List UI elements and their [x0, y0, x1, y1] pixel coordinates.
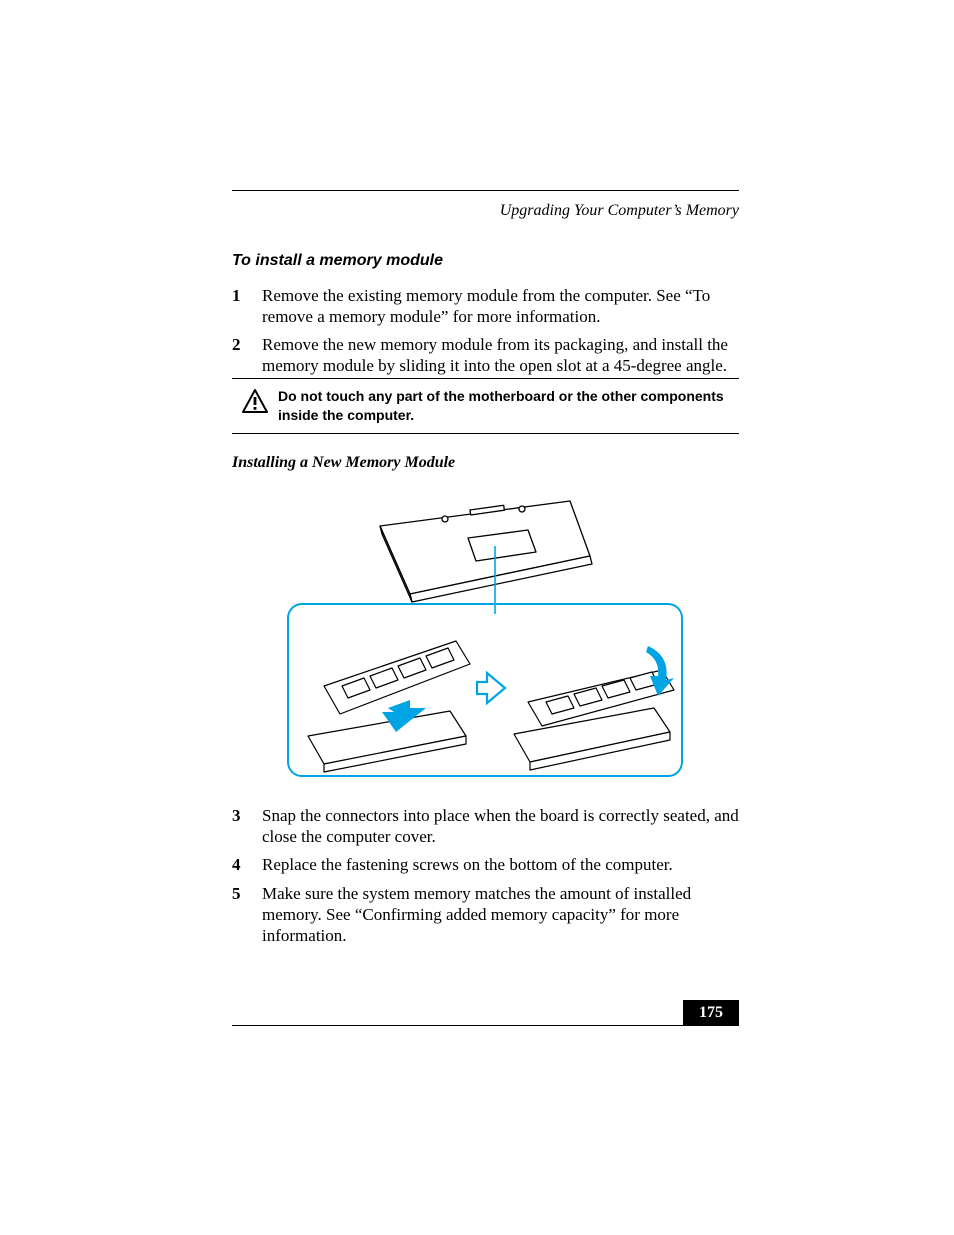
figure-caption: Installing a New Memory Module: [232, 454, 455, 472]
step-text: Remove the existing memory module from t…: [262, 286, 739, 327]
steps-group-2: 3 Snap the connectors into place when th…: [232, 798, 739, 946]
steps-group-1: 1 Remove the existing memory module from…: [232, 278, 739, 377]
step-number: 3: [232, 806, 262, 847]
caution-text: Do not touch any part of the motherboard…: [278, 387, 731, 425]
stage-insert: [308, 641, 470, 772]
laptop-underside-illustration: [380, 501, 592, 614]
manual-page: Upgrading Your Computer’s Memory To inst…: [0, 0, 954, 1235]
top-rule: [232, 190, 739, 191]
step-number: 5: [232, 884, 262, 946]
bottom-rule: [232, 1025, 739, 1026]
section-title: To install a memory module: [232, 252, 443, 270]
step-item: 3 Snap the connectors into place when th…: [232, 806, 739, 847]
step-item: 4 Replace the fastening screws on the bo…: [232, 855, 739, 876]
step-number: 4: [232, 855, 262, 876]
step-item: 2 Remove the new memory module from its …: [232, 335, 739, 376]
running-head: Upgrading Your Computer’s Memory: [500, 202, 739, 220]
step-number: 2: [232, 335, 262, 376]
step-text: Remove the new memory module from its pa…: [262, 335, 739, 376]
step-text: Replace the fastening screws on the bott…: [262, 855, 739, 876]
stage-press-down: [514, 646, 674, 770]
page-number: 175: [683, 1000, 739, 1026]
step-text: Snap the connectors into place when the …: [262, 806, 739, 847]
arrow-right-icon: [477, 673, 505, 703]
warning-icon: [232, 387, 278, 413]
step-item: 1 Remove the existing memory module from…: [232, 286, 739, 327]
memory-install-figure: [270, 486, 700, 786]
step-text: Make sure the system memory matches the …: [262, 884, 739, 946]
step-number: 1: [232, 286, 262, 327]
step-item: 5 Make sure the system memory matches th…: [232, 884, 739, 946]
caution-box: Do not touch any part of the motherboard…: [232, 378, 739, 434]
